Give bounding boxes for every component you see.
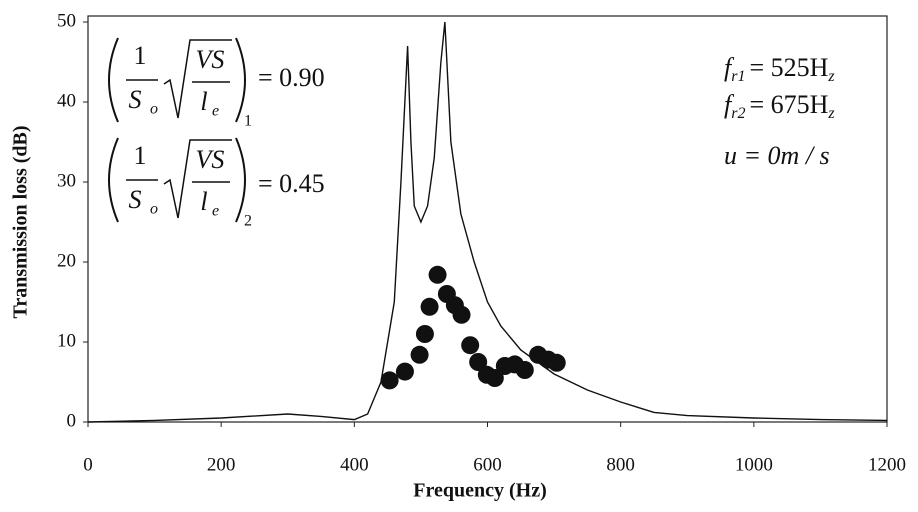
denominator: S: [129, 85, 142, 114]
condition-sub: r2: [731, 105, 745, 122]
data-point: [469, 353, 488, 371]
numerator: 1: [134, 41, 147, 70]
y-tick-label: 40: [57, 90, 76, 111]
data-point: [415, 325, 434, 343]
formula-value: = 0.90: [258, 63, 325, 92]
data-point: [485, 369, 504, 387]
paren: [235, 37, 246, 123]
formula-sub: 2: [244, 213, 252, 230]
data-point: [461, 336, 480, 355]
y-tick-label: 10: [57, 330, 76, 351]
condition-main: f: [724, 90, 735, 119]
x-tick-label: 400: [340, 454, 369, 475]
root-bottom: l: [200, 87, 207, 116]
root-top: VS: [196, 45, 225, 74]
paren: [235, 137, 246, 223]
data-point: [428, 265, 447, 284]
root-bottom-sub: e: [212, 103, 219, 120]
data-point: [380, 371, 399, 390]
x-tick-label: 1200: [868, 454, 906, 475]
x-tick-label: 200: [207, 454, 236, 475]
condition-text: = 675H: [749, 90, 828, 119]
condition-sub: r1: [731, 68, 745, 85]
y-tick-label: 30: [57, 170, 76, 191]
root: [163, 39, 232, 119]
x-tick-label: 600: [473, 454, 502, 475]
condition-unit-sub: z: [827, 105, 835, 122]
condition: fr1 = 525Hz: [724, 53, 835, 85]
formula-value: = 0.45: [258, 169, 325, 198]
condition-main: f: [724, 53, 735, 82]
x-tick-label: 1000: [735, 454, 773, 475]
data-point: [395, 362, 414, 381]
numerator: 1: [134, 141, 147, 170]
root-bottom: l: [200, 187, 207, 216]
data-point: [410, 345, 429, 364]
condition-text: = 525H: [749, 53, 828, 82]
y-tick-label: 50: [57, 10, 76, 31]
y-axis-title: Transmission loss (dB): [10, 125, 32, 318]
data-point: [452, 305, 471, 324]
formula: 1 S o VS l e 1 = 0.90: [108, 37, 325, 130]
y-tick-label: 20: [57, 250, 76, 271]
formula-sub: 1: [244, 113, 252, 130]
condition-unit-sub: z: [827, 68, 835, 85]
root: [163, 139, 232, 219]
data-point: [547, 353, 566, 372]
root-bottom-sub: e: [212, 203, 219, 220]
data-point: [420, 297, 439, 316]
x-tick-label: 0: [83, 454, 93, 475]
denominator-sub: o: [150, 101, 158, 118]
denominator-sub: o: [150, 201, 158, 218]
y-tick-label: 0: [67, 410, 77, 431]
condition-main: u = 0m / s: [724, 141, 830, 170]
root-top: VS: [196, 145, 225, 174]
data-point: [515, 361, 534, 379]
paren: [108, 137, 119, 223]
paren: [108, 37, 119, 123]
theory-line: [87, 21, 888, 423]
x-tick-label: 800: [606, 454, 635, 475]
condition: fr2 = 675Hz: [724, 90, 835, 122]
denominator: S: [129, 185, 142, 214]
formula: 1 S o VS l e 2 = 0.45: [108, 137, 325, 230]
x-axis-title: Frequency (Hz): [413, 480, 547, 502]
condition: u = 0m / s: [724, 141, 830, 170]
